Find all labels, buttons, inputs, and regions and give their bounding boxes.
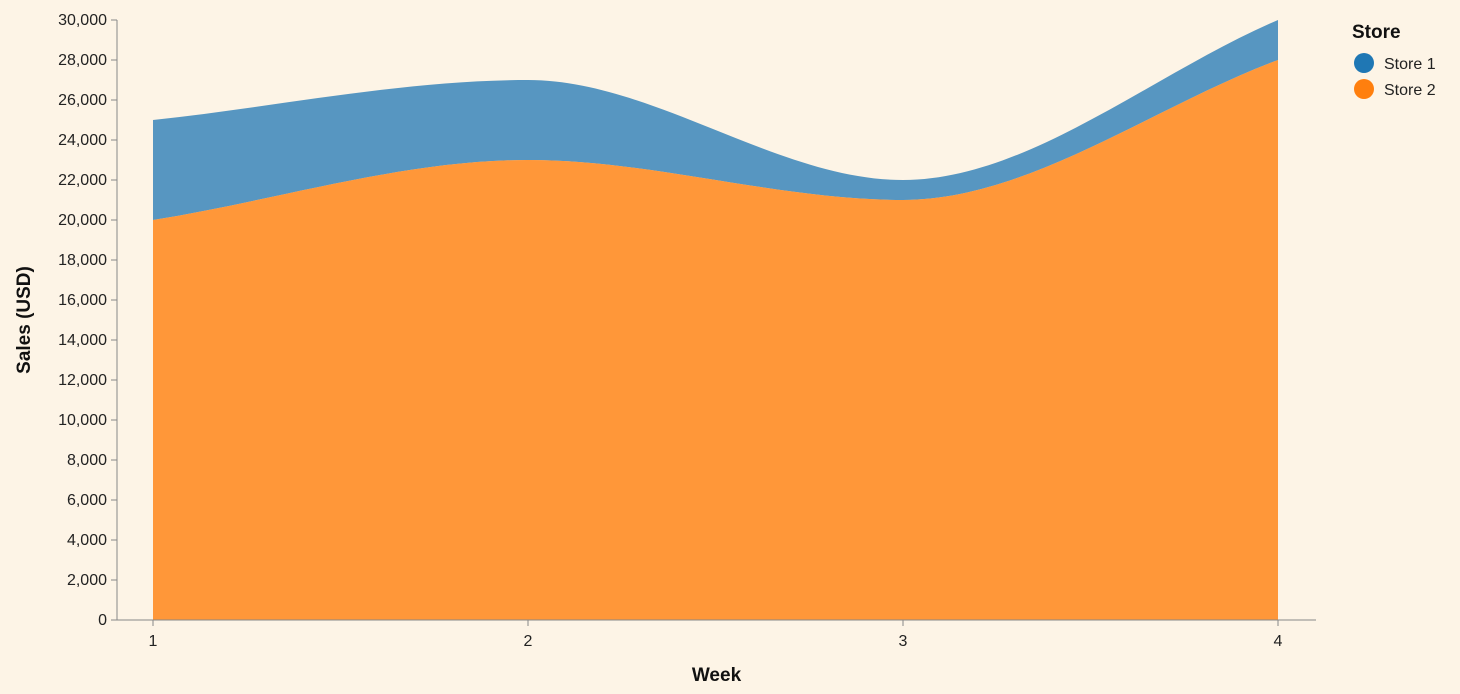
area-store-2 bbox=[153, 60, 1278, 620]
y-tick-label: 8,000 bbox=[67, 452, 107, 469]
y-tick-label: 26,000 bbox=[58, 92, 107, 109]
legend-swatch-store-2 bbox=[1354, 79, 1374, 99]
x-tick-label: 2 bbox=[524, 633, 533, 650]
y-tick-label: 12,000 bbox=[58, 372, 107, 389]
y-tick-label: 22,000 bbox=[58, 172, 107, 189]
area-layer bbox=[153, 20, 1278, 620]
legend-label-store-1: Store 1 bbox=[1384, 56, 1436, 73]
y-tick-label: 0 bbox=[98, 612, 107, 629]
x-tick-label: 1 bbox=[149, 633, 158, 650]
y-tick-label: 10,000 bbox=[58, 412, 107, 429]
y-tick-label: 2,000 bbox=[67, 572, 107, 589]
legend-title: Store bbox=[1352, 22, 1401, 43]
y-axis-title: Sales (USD) bbox=[14, 266, 35, 374]
y-tick-label: 20,000 bbox=[58, 212, 107, 229]
legend-label-store-2: Store 2 bbox=[1384, 82, 1436, 99]
legend-swatch-store-1 bbox=[1354, 53, 1374, 73]
y-axis: 0 2,000 4,000 6,000 8,000 10,000 12,000 14,000 1… bbox=[58, 12, 118, 629]
x-tick-label: 3 bbox=[899, 633, 908, 650]
y-tick-label: 30,000 bbox=[58, 12, 107, 29]
y-tick-label: 24,000 bbox=[58, 132, 107, 149]
y-tick-label: 16,000 bbox=[58, 292, 107, 309]
legend: Store Store 1 Store 2 bbox=[1352, 22, 1436, 99]
x-axis-title: Week bbox=[692, 665, 742, 686]
area-store-1 bbox=[153, 20, 1278, 220]
y-tick-label: 28,000 bbox=[58, 52, 107, 69]
x-axis: 1 2 3 4 bbox=[117, 619, 1316, 650]
y-tick-label: 4,000 bbox=[67, 532, 107, 549]
y-tick-label: 6,000 bbox=[67, 492, 107, 509]
x-tick-label: 4 bbox=[1274, 633, 1283, 650]
y-tick-label: 18,000 bbox=[58, 252, 107, 269]
y-tick-label: 14,000 bbox=[58, 332, 107, 349]
